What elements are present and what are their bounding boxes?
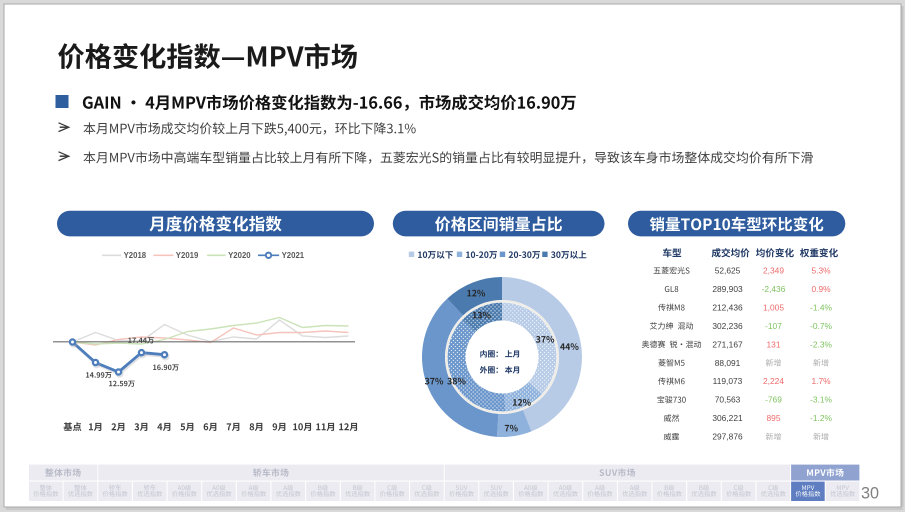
svg-text:302,236: 302,236 [712, 321, 743, 331]
svg-text:289,903: 289,903 [712, 284, 743, 294]
svg-text:212,436: 212,436 [712, 302, 743, 312]
svg-text:Y2020: Y2020 [228, 251, 251, 260]
svg-text:-3.1%: -3.1% [810, 395, 832, 405]
svg-text:131: 131 [767, 339, 781, 349]
svg-text:30: 30 [861, 484, 879, 502]
svg-text:-1.4%: -1.4% [810, 302, 832, 312]
svg-text:52,625: 52,625 [715, 266, 741, 276]
svg-text:895: 895 [767, 413, 781, 423]
svg-text:Y2021: Y2021 [282, 251, 305, 260]
svg-text:119,073: 119,073 [713, 376, 743, 386]
svg-text:-1.2%: -1.2% [810, 413, 832, 423]
svg-text:297,876: 297,876 [712, 432, 743, 442]
svg-text:0.9%: 0.9% [811, 284, 831, 294]
svg-text:2,224: 2,224 [763, 376, 784, 386]
svg-text:1,005: 1,005 [763, 302, 784, 312]
svg-text:-769: -769 [765, 395, 782, 405]
svg-text:2,349: 2,349 [763, 266, 784, 276]
svg-text:-0.7%: -0.7% [810, 321, 832, 331]
svg-text:-107: -107 [765, 321, 782, 331]
svg-text:271,167: 271,167 [712, 339, 743, 349]
svg-text:1.7%: 1.7% [811, 376, 831, 386]
svg-text:Y2019: Y2019 [176, 251, 199, 260]
svg-text:-2,436: -2,436 [762, 284, 786, 294]
svg-text:Y2018: Y2018 [124, 251, 147, 260]
svg-text:5.3%: 5.3% [811, 266, 831, 276]
svg-text:-2.3%: -2.3% [810, 339, 832, 349]
svg-text:88,091: 88,091 [715, 358, 741, 368]
svg-text:306,221: 306,221 [712, 413, 743, 423]
svg-text:70,563: 70,563 [715, 395, 741, 405]
